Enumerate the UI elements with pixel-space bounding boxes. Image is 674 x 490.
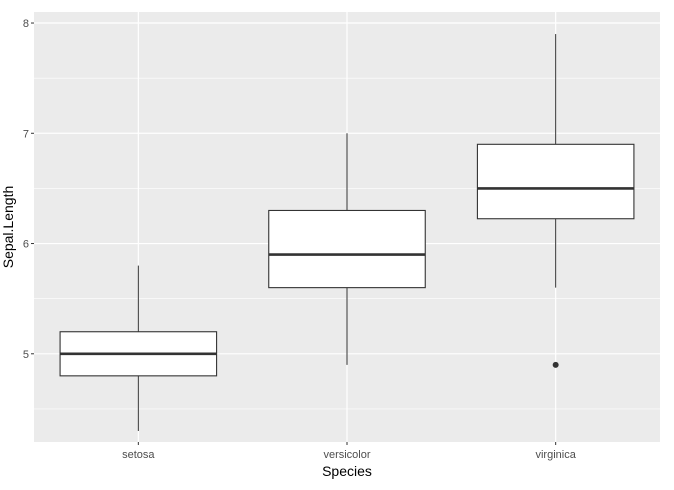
y-tick-label: 5 (23, 349, 29, 361)
y-tick-label: 7 (23, 128, 29, 140)
iqr-box (268, 209, 426, 289)
x-tick-label: virginica (535, 449, 576, 461)
box-virginica (476, 34, 635, 368)
y-axis-title: Sepal.Length (0, 186, 16, 269)
boxes-layer (59, 34, 635, 431)
y-tick-label: 8 (23, 18, 29, 30)
x-tick-label: setosa (122, 449, 155, 461)
y-axis: 5 6 7 8 (23, 18, 34, 361)
x-axis: setosa versicolor virginica (122, 442, 577, 461)
box-setosa (59, 265, 218, 431)
x-tick-label: versicolor (323, 449, 370, 461)
outlier-point (552, 361, 559, 368)
box-versicolor (268, 133, 426, 365)
iqr-box (476, 143, 635, 220)
x-axis-title: Species (322, 463, 372, 479)
y-tick-label: 6 (23, 239, 29, 251)
